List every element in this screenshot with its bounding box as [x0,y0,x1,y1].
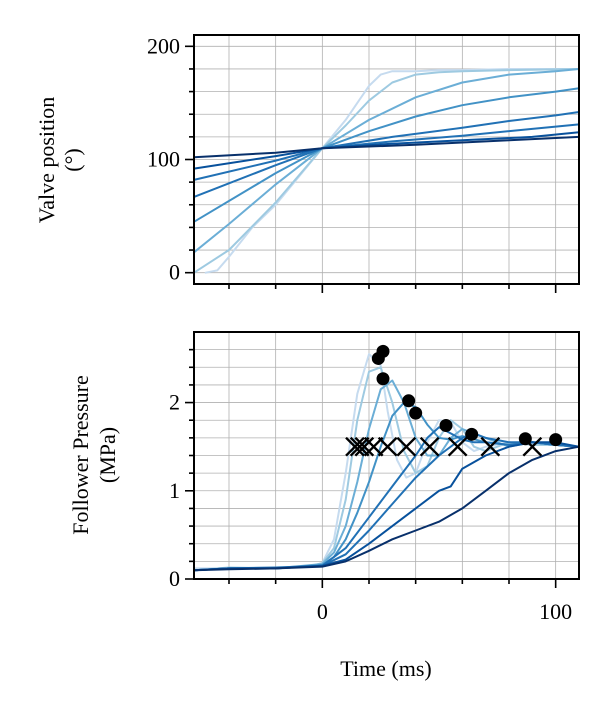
series-line-top-6 [193,123,580,181]
crossing-marker-4 [377,436,398,457]
valve-position-panel: 0 100 200 Valve position (°) [34,33,580,293]
peak-marker-5 [439,419,453,433]
series-line-bottom-8 [193,445,580,572]
ylabel-top-line1: Valve position [34,97,59,224]
ytick-label-top-0: 0 [169,260,180,285]
series-top [193,68,580,274]
series-bottom [193,353,580,572]
series-line-top-3 [193,68,580,254]
series-line-bottom-6 [193,432,580,572]
series-line-top-4 [193,87,580,223]
peak-marker-6 [465,427,479,441]
crossing-marker-7 [447,436,468,457]
crossing-marker-2 [354,436,375,457]
ylabel-bottom-line2: (MPa) [95,427,120,483]
peak-marker-8 [549,433,563,447]
series-line-top-5 [193,111,580,198]
series-line-bottom-4 [193,401,580,572]
peak-marker-7 [518,432,532,446]
peak-marker-2 [376,372,390,386]
ytick-label-top-2: 200 [147,33,180,58]
peak-marker-1 [376,344,390,358]
series-line-top-1 [204,68,580,274]
grid-bottom [194,332,579,580]
ytick-label-top-1: 100 [147,147,180,172]
crossing-marker-8 [480,436,501,457]
ytick-label-bottom-0: 0 [169,566,180,591]
crossing-marker-6 [419,436,440,457]
xlabel: Time (ms) [340,656,431,681]
series-line-top-7 [193,131,580,170]
ticks-top: 0 100 200 [147,33,557,293]
xtick-label-bottom-1: 100 [539,599,572,624]
crossing-marker-3 [363,436,384,457]
crossing-marker-1 [349,436,370,457]
series-line-top-8 [193,135,580,159]
crossing-marker-5 [396,436,417,457]
ylabel-bottom-line1: Follower Pressure [68,375,93,534]
ticks-bottom: 0 1 2 0 100 [169,348,572,624]
peak-marker-4 [409,406,423,420]
ytick-label-bottom-1: 1 [169,478,180,503]
grid-top [194,35,579,284]
peak-marker-3 [402,394,416,408]
series-line-top-2 [193,68,580,274]
follower-pressure-panel: 0 1 2 0 100 Follower Pressure (MPa) Time (ms… [68,331,580,681]
series-line-bottom-7 [193,441,580,572]
ylabel-top-line2: (°) [60,148,85,171]
xtick-label-bottom-0: 0 [317,599,328,624]
ytick-label-bottom-2: 2 [169,390,180,415]
markers-bottom [345,344,563,457]
crossing-marker-0 [345,436,365,457]
